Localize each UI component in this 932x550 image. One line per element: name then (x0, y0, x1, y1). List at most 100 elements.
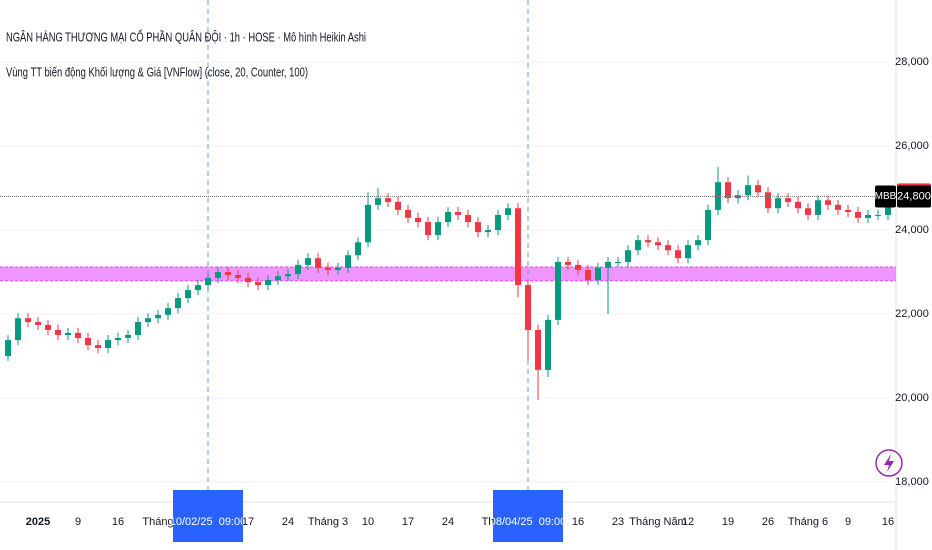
candle-body (415, 217, 421, 223)
crosshair-label: 08/04/25 09:00 (490, 516, 566, 528)
candle-body (365, 204, 371, 243)
x-tick-label: 23 (612, 516, 624, 528)
candle-body (455, 212, 461, 215)
y-tick-label: 18,000 (895, 476, 929, 488)
x-tick-label: Tháng (142, 516, 173, 528)
candle-body (95, 345, 101, 349)
candle-body (435, 222, 441, 236)
candle-body (615, 261, 621, 263)
candle-body (695, 240, 701, 246)
candle-body (135, 321, 141, 336)
x-tick-label: 12 (682, 516, 694, 528)
x-tick-label: Tháng 3 (308, 516, 348, 528)
candle-body (315, 258, 321, 268)
candle-body (185, 290, 191, 299)
x-tick-label: 17 (242, 516, 254, 528)
candle-body (195, 285, 201, 291)
candle-body (325, 267, 331, 270)
candle-body (465, 214, 471, 223)
candle-body (855, 212, 861, 218)
x-tick-label: 16 (112, 516, 124, 528)
alert-icon[interactable] (875, 449, 903, 477)
candle-body (705, 209, 711, 241)
x-tick-label: 9 (75, 516, 81, 528)
icon-bolt (884, 454, 894, 472)
candle-body (635, 240, 641, 251)
y-tick-label: 22,000 (895, 308, 929, 320)
candle-body (575, 264, 581, 270)
candle-body (755, 185, 761, 193)
candle-body (685, 245, 691, 259)
candle-body (475, 222, 481, 233)
candle-body (335, 267, 341, 270)
price-label: 24,800 (897, 190, 931, 202)
y-tick-label: 24,000 (895, 224, 929, 236)
candle-body (265, 280, 271, 286)
candle-body (505, 208, 511, 215)
candle-body (875, 214, 881, 216)
price-label-box (897, 185, 931, 208)
x-tick-label: 10 (362, 516, 374, 528)
candle-body (555, 261, 561, 320)
x-tick-label: 17 (402, 516, 414, 528)
candle-body (445, 212, 451, 223)
x-tick-label: 24 (442, 516, 454, 528)
candle-body (205, 277, 211, 286)
x-tick-label: Tháng Năm (629, 516, 686, 528)
candle-body (605, 261, 611, 268)
candle-body (305, 258, 311, 265)
candle-body (625, 250, 631, 262)
candle-body (825, 200, 831, 205)
candle-body (485, 230, 491, 233)
candle-body (25, 318, 31, 322)
candle-body (115, 337, 121, 341)
candle-body (65, 332, 71, 336)
x-tick-label: Th (482, 516, 495, 528)
candle-body (545, 319, 551, 370)
candle-body (385, 198, 391, 202)
x-tick-label: 16 (572, 516, 584, 528)
candle-body (515, 208, 521, 286)
candle-body (355, 242, 361, 256)
candle-body (105, 340, 111, 349)
candle-body (795, 201, 801, 209)
candle-body (155, 314, 161, 319)
candle-body (15, 318, 21, 341)
candle-body (655, 242, 661, 246)
candle-body (45, 324, 51, 330)
symbol-label: MBB (875, 191, 897, 202)
candle-body (5, 340, 11, 357)
symbol-box (875, 185, 896, 208)
candle-body (865, 214, 871, 218)
candle-body (295, 264, 301, 275)
crosshair-label: 10/02/25 09:00 (170, 516, 246, 528)
crosshair-label-box (173, 490, 243, 542)
candle-body (75, 332, 81, 338)
candle-body (495, 214, 501, 231)
candle-body (375, 198, 381, 205)
chart-title: NGÂN HÀNG THƯƠNG MẠI CỔ PHẦN QUÂN ĐỘI · … (6, 29, 366, 44)
candle-body (785, 198, 791, 202)
candle-body (165, 308, 171, 315)
candle-body (535, 329, 541, 370)
candle-body (525, 285, 531, 330)
candle-body (405, 209, 411, 218)
x-tick-label: 16 (882, 516, 894, 528)
candle-body (225, 272, 231, 275)
zone-band (0, 267, 896, 281)
candle-body (675, 250, 681, 259)
plot-area (0, 0, 896, 500)
candle-body (765, 192, 771, 209)
chart-subtitle: Vùng TT biến động Khối lượng & Giá [VNFl… (6, 64, 308, 79)
candle-body (665, 245, 671, 251)
candle-body (85, 337, 91, 346)
candle-body (215, 272, 221, 278)
x-tick-label: 9 (845, 516, 851, 528)
candle-body (125, 335, 131, 338)
y-tick-label: 28,000 (895, 56, 929, 68)
candle-body (745, 185, 751, 196)
candle-body (805, 208, 811, 215)
candle-body (645, 240, 651, 243)
y-tick-label: 26,000 (895, 140, 929, 152)
